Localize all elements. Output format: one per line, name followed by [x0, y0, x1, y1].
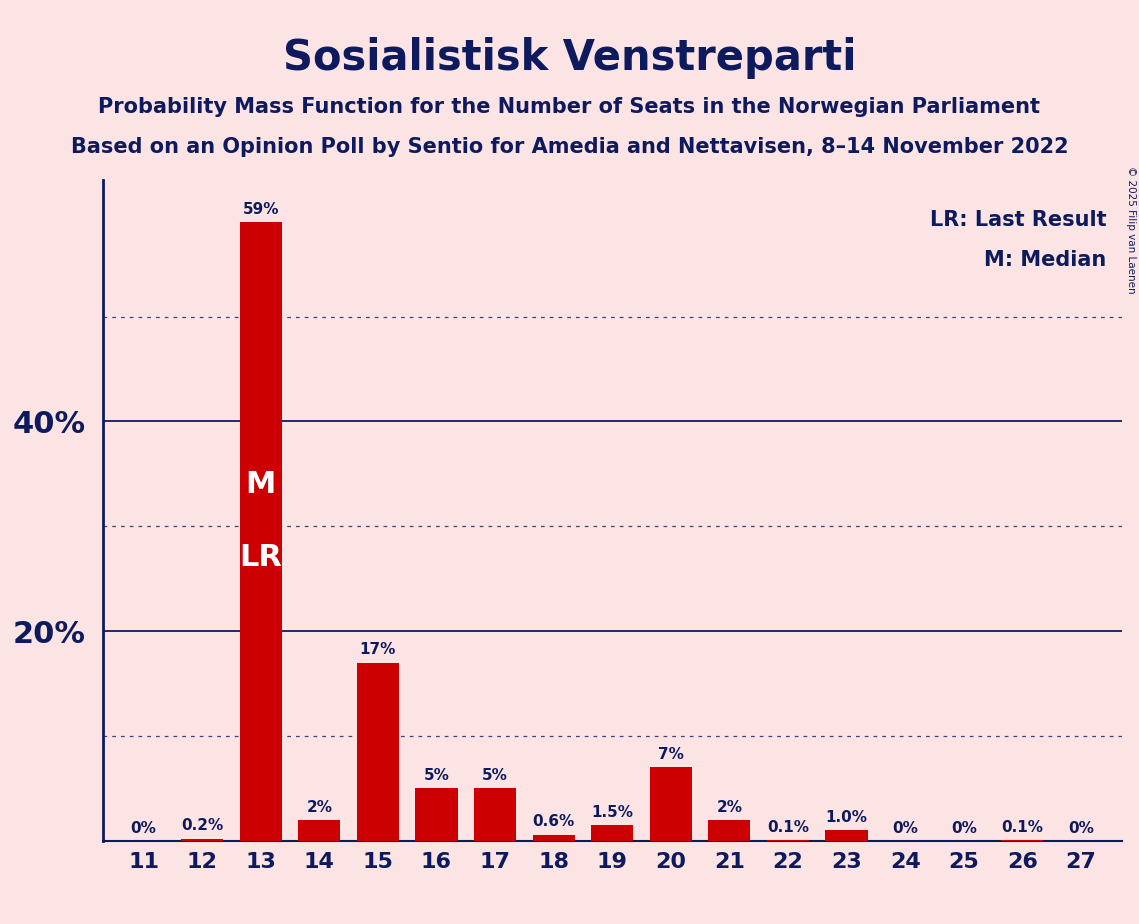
Bar — [826, 831, 868, 841]
Text: LR: Last Result: LR: Last Result — [931, 210, 1107, 230]
Text: Based on an Opinion Poll by Sentio for Amedia and Nettavisen, 8–14 November 2022: Based on an Opinion Poll by Sentio for A… — [71, 137, 1068, 157]
Text: 1.0%: 1.0% — [826, 810, 868, 825]
Text: 1.5%: 1.5% — [591, 805, 633, 820]
Text: 0%: 0% — [951, 821, 976, 835]
Bar — [181, 839, 223, 841]
Bar — [1001, 840, 1043, 841]
Text: M: M — [246, 469, 276, 499]
Bar — [416, 788, 458, 841]
Text: 0%: 0% — [892, 821, 918, 835]
Text: Sosialistisk Venstreparti: Sosialistisk Venstreparti — [282, 37, 857, 79]
Text: © 2025 Filip van Laenen: © 2025 Filip van Laenen — [1126, 166, 1136, 294]
Text: 0.2%: 0.2% — [181, 819, 223, 833]
Text: 0.6%: 0.6% — [533, 814, 575, 830]
Bar — [708, 820, 751, 841]
Text: M: Median: M: Median — [984, 249, 1107, 270]
Text: 0.1%: 0.1% — [767, 820, 809, 834]
Text: Probability Mass Function for the Number of Seats in the Norwegian Parliament: Probability Mass Function for the Number… — [98, 97, 1041, 117]
Bar — [649, 768, 691, 841]
Text: 0.1%: 0.1% — [1001, 820, 1043, 834]
Bar — [357, 663, 399, 841]
Text: 5%: 5% — [482, 768, 508, 784]
Text: 59%: 59% — [243, 201, 279, 217]
Bar — [533, 834, 575, 841]
Text: 2%: 2% — [306, 799, 333, 815]
Text: 0%: 0% — [131, 821, 156, 835]
Bar — [239, 222, 281, 841]
Text: 5%: 5% — [424, 768, 450, 784]
Bar — [591, 825, 633, 841]
Text: 7%: 7% — [658, 748, 683, 762]
Text: LR: LR — [239, 543, 282, 572]
Bar — [767, 840, 809, 841]
Text: 0%: 0% — [1068, 821, 1093, 835]
Text: 2%: 2% — [716, 799, 743, 815]
Text: 17%: 17% — [360, 642, 396, 657]
Bar — [298, 820, 341, 841]
Bar — [474, 788, 516, 841]
